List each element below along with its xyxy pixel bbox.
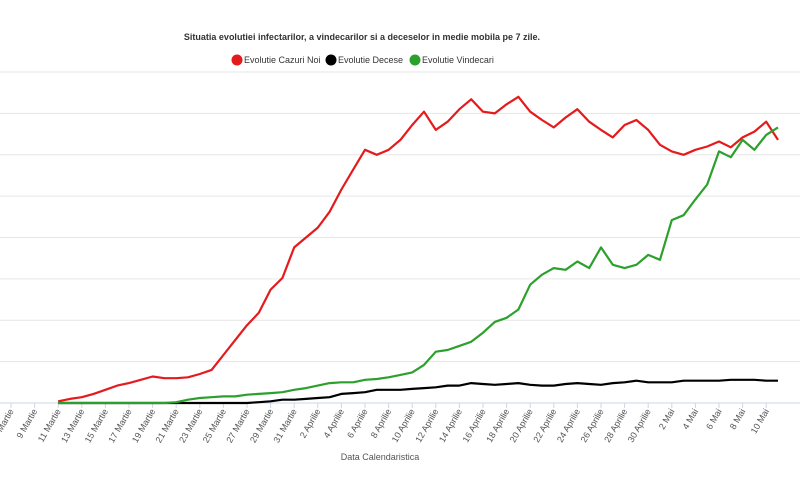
x-tick-label: 4 Mai <box>680 407 700 431</box>
x-tick-label: 4 Aprilie <box>321 407 346 440</box>
series-line <box>58 126 779 405</box>
legend-marker[interactable] <box>325 54 337 66</box>
chart-title: Situatia evolutiei infectarilor, a vinde… <box>184 32 540 42</box>
x-tick-label: 6 Mai <box>704 407 724 431</box>
x-tick-label: 31 Martie <box>272 407 299 445</box>
x-tick-label: 6 Aprilie <box>345 407 370 440</box>
legend-marker[interactable] <box>409 54 421 66</box>
x-tick-label: 10 Mai <box>749 407 771 435</box>
x-tick-label: 8 Aprilie <box>369 407 394 440</box>
x-axis-title: Data Calendaristica <box>341 452 420 462</box>
series-line <box>57 95 779 403</box>
x-tick-label: 8 Mai <box>728 407 748 431</box>
x-tick-label: 9 Martie <box>14 407 39 440</box>
x-tick-label: 2 Mai <box>657 407 677 431</box>
legend-label[interactable]: Evolutie Decese <box>338 55 403 65</box>
legend-label[interactable]: Evolutie Vindecari <box>422 55 494 65</box>
x-tick-label: 30 Aprilie <box>626 407 653 444</box>
series-line <box>58 378 778 405</box>
legend-label[interactable]: Evolutie Cazuri Noi <box>244 55 321 65</box>
legend-marker[interactable] <box>231 54 243 66</box>
x-tick-label: 2 Aprilie <box>298 407 323 440</box>
